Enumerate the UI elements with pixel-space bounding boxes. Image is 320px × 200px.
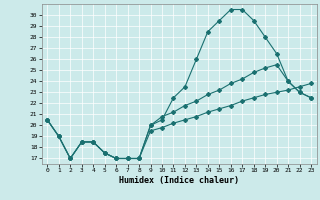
X-axis label: Humidex (Indice chaleur): Humidex (Indice chaleur) — [119, 176, 239, 185]
